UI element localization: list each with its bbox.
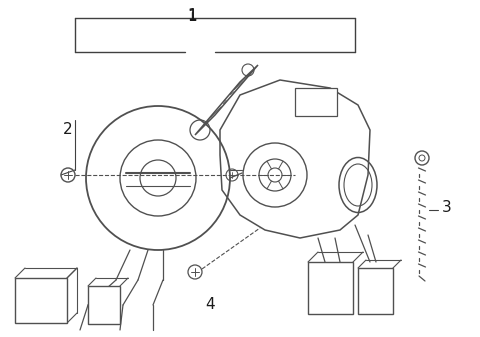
Bar xyxy=(295,88,337,116)
Bar xyxy=(358,268,393,314)
Bar xyxy=(15,278,67,323)
Text: 2: 2 xyxy=(63,122,73,137)
Bar xyxy=(308,262,353,314)
Text: 4: 4 xyxy=(205,297,215,312)
Text: 3: 3 xyxy=(442,201,452,215)
Bar xyxy=(88,286,120,324)
Text: 1: 1 xyxy=(187,8,197,23)
Text: 1: 1 xyxy=(187,9,197,24)
